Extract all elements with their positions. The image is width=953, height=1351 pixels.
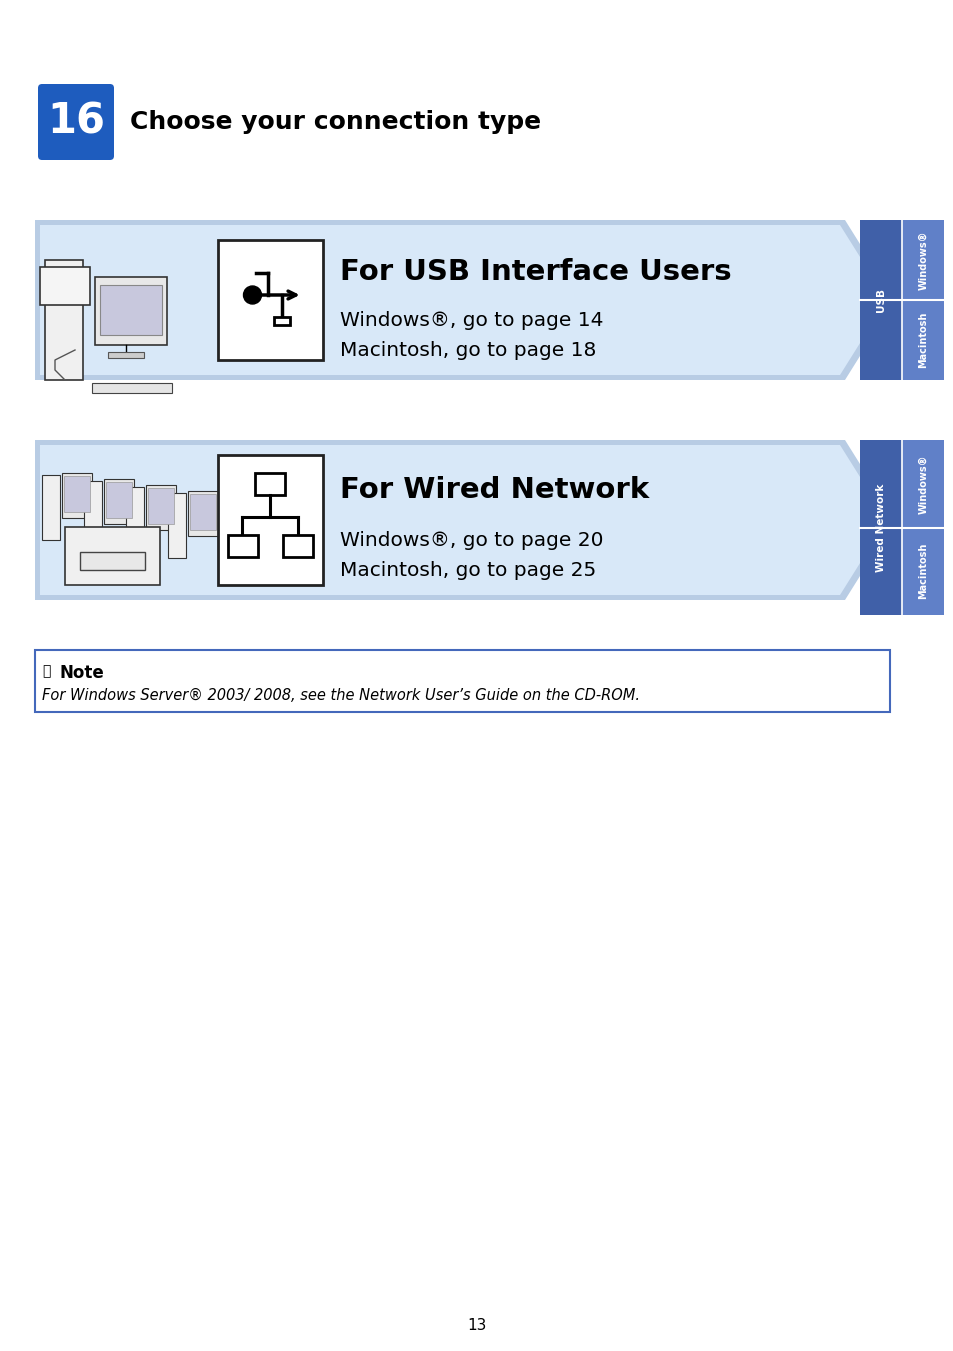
- Polygon shape: [35, 220, 894, 380]
- Bar: [218, 455, 323, 585]
- Bar: [859, 440, 901, 615]
- Bar: [40, 267, 90, 305]
- Text: 📝: 📝: [42, 663, 51, 678]
- Bar: [45, 259, 83, 380]
- Bar: [168, 493, 186, 558]
- Text: Choose your connection type: Choose your connection type: [130, 109, 540, 134]
- Text: Note: Note: [60, 663, 105, 682]
- Bar: [84, 481, 102, 546]
- Text: Windows®: Windows®: [917, 454, 927, 513]
- Bar: [146, 485, 175, 530]
- Text: For Windows Server® 2003/ 2008, see the Network User’s Guide on the CD-ROM.: For Windows Server® 2003/ 2008, see the …: [42, 688, 639, 703]
- Bar: [35, 650, 889, 712]
- Text: For Wired Network: For Wired Network: [339, 476, 649, 504]
- Bar: [104, 480, 133, 524]
- Polygon shape: [40, 226, 886, 376]
- Bar: [108, 353, 144, 358]
- Bar: [100, 285, 162, 335]
- Text: Wired Network: Wired Network: [875, 484, 885, 571]
- Bar: [42, 476, 60, 540]
- Text: Macintosh, go to page 25: Macintosh, go to page 25: [339, 561, 596, 580]
- Text: For USB Interface Users: For USB Interface Users: [339, 258, 731, 286]
- Polygon shape: [40, 444, 886, 594]
- FancyBboxPatch shape: [38, 84, 113, 159]
- Text: Windows®, go to page 20: Windows®, go to page 20: [339, 531, 603, 550]
- Text: Windows®, go to page 14: Windows®, go to page 14: [339, 311, 603, 330]
- Text: USB: USB: [875, 288, 885, 312]
- Text: Macintosh: Macintosh: [917, 312, 927, 369]
- Bar: [65, 527, 160, 585]
- Bar: [283, 535, 314, 557]
- Text: Macintosh: Macintosh: [917, 543, 927, 600]
- Bar: [80, 553, 145, 570]
- Bar: [229, 535, 258, 557]
- Text: Windows®: Windows®: [917, 230, 927, 289]
- Bar: [218, 240, 323, 359]
- Bar: [859, 220, 901, 380]
- Bar: [126, 486, 144, 553]
- Bar: [255, 473, 285, 494]
- Text: Macintosh, go to page 18: Macintosh, go to page 18: [339, 340, 596, 359]
- Bar: [95, 277, 167, 345]
- Bar: [148, 488, 173, 524]
- Bar: [901, 440, 943, 615]
- Text: 13: 13: [467, 1317, 486, 1332]
- Bar: [274, 317, 291, 326]
- Bar: [62, 473, 91, 517]
- Circle shape: [243, 286, 261, 304]
- Bar: [190, 494, 215, 530]
- Polygon shape: [35, 440, 894, 600]
- Text: 16: 16: [47, 101, 105, 143]
- Bar: [64, 476, 90, 512]
- Bar: [901, 220, 943, 380]
- Bar: [91, 382, 172, 393]
- Bar: [188, 490, 218, 536]
- Bar: [106, 482, 132, 517]
